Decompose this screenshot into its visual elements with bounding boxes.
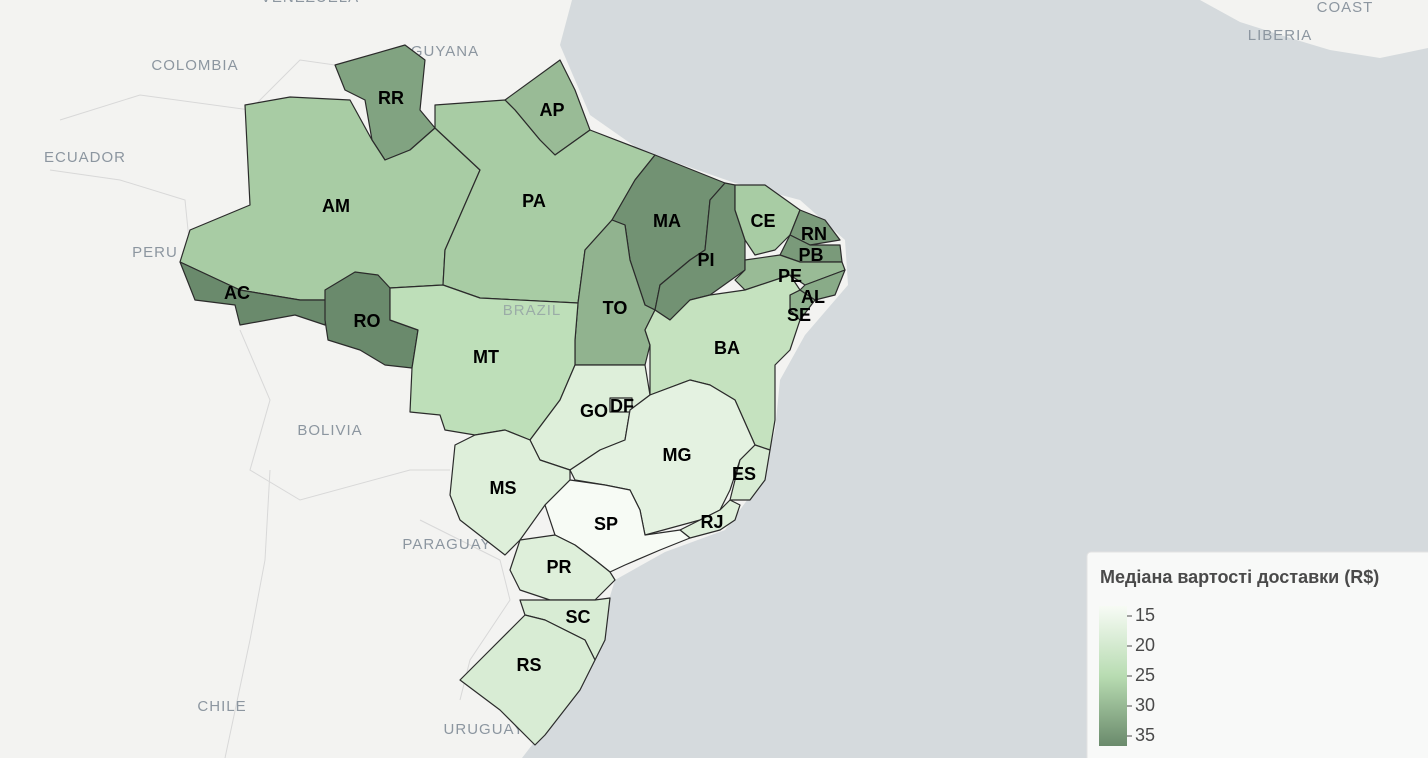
legend-title: Медіана вартості доставки (R$) bbox=[1100, 567, 1379, 587]
state-label: MS bbox=[490, 478, 517, 498]
state-label: PB bbox=[798, 245, 823, 265]
country-label: BRAZIL bbox=[503, 302, 562, 319]
state-label: PE bbox=[778, 266, 802, 286]
border bbox=[49, 169, 191, 251]
state-label: ES bbox=[732, 464, 756, 484]
legend-tick-label: 15 bbox=[1135, 605, 1155, 625]
state bbox=[509, 534, 616, 601]
country-label: URUGUAY bbox=[444, 721, 525, 738]
state-label: MA bbox=[653, 211, 681, 231]
state-label: AC bbox=[224, 283, 250, 303]
country-label: PERU bbox=[132, 244, 178, 261]
country-label: ECUADOR bbox=[44, 149, 126, 166]
country-label: GUYANA bbox=[411, 43, 479, 60]
legend: Медіана вартості доставки (R$) 15 20 25 30 3… bbox=[1086, 551, 1428, 758]
state-label: RJ bbox=[700, 512, 723, 532]
legend-tick-label: 30 bbox=[1135, 695, 1155, 715]
country-label: BOLIVIA bbox=[297, 422, 362, 439]
state-label: AL bbox=[801, 287, 825, 307]
state-label: SC bbox=[565, 607, 590, 627]
legend-box bbox=[1086, 551, 1428, 758]
colorbar bbox=[1099, 606, 1127, 746]
state-label: SE bbox=[787, 305, 811, 325]
state bbox=[459, 614, 596, 746]
state-label: CE bbox=[750, 211, 775, 231]
state-label: TO bbox=[603, 298, 628, 318]
state bbox=[789, 209, 841, 246]
legend-tick-label: 20 bbox=[1135, 635, 1155, 655]
state-label: PA bbox=[522, 191, 546, 211]
state bbox=[799, 269, 846, 301]
state-label: RN bbox=[801, 224, 827, 244]
state-label: GO bbox=[580, 401, 608, 421]
state-label: AP bbox=[539, 100, 564, 120]
country-label: LIBERIA bbox=[1248, 27, 1313, 44]
state-label: MG bbox=[663, 445, 692, 465]
state-label: RS bbox=[516, 655, 541, 675]
state-label: BA bbox=[714, 338, 740, 358]
country-label: CHILE bbox=[197, 698, 246, 715]
state-label: PI bbox=[697, 250, 714, 270]
state-label: SP bbox=[594, 514, 618, 534]
country-label: VENEZUELA bbox=[261, 0, 359, 6]
state-label: PR bbox=[546, 557, 571, 577]
state bbox=[729, 444, 771, 501]
state-label: RO bbox=[354, 311, 381, 331]
state-label: DF bbox=[610, 396, 634, 416]
legend-tick-label: 25 bbox=[1135, 665, 1155, 685]
country-label: PARAGUAY bbox=[402, 536, 491, 553]
state bbox=[734, 184, 801, 256]
country-label: COLOMBIA bbox=[151, 57, 238, 74]
land bbox=[1200, 0, 1428, 58]
state bbox=[179, 261, 331, 326]
country-label: COAST bbox=[1317, 0, 1374, 16]
legend-tick-label: 35 bbox=[1135, 725, 1155, 745]
state-label: MT bbox=[473, 347, 499, 367]
border bbox=[224, 469, 271, 758]
state-label: AM bbox=[322, 196, 350, 216]
border bbox=[239, 329, 450, 501]
state-label: RR bbox=[378, 88, 404, 108]
